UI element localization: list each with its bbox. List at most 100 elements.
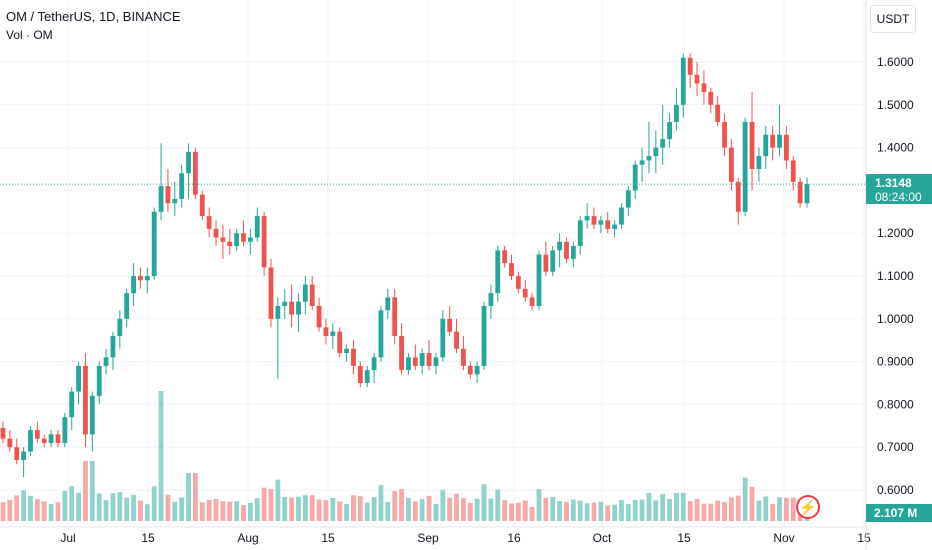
candle-body (687, 57, 693, 75)
candle-body (337, 331, 343, 354)
volume-bar (138, 500, 143, 521)
volume-bar (330, 498, 336, 521)
candle-body (62, 417, 68, 443)
volume-bar (653, 500, 659, 521)
volume-bar (522, 500, 528, 521)
volume-bar (62, 490, 68, 521)
candle-body (7, 438, 13, 448)
candle-body (330, 331, 336, 336)
volume-bar (247, 502, 253, 521)
volume-tag: 2.107 M (866, 504, 932, 522)
volume-bar (131, 494, 136, 521)
volume-bar (701, 503, 707, 521)
volume-bar (268, 489, 274, 521)
volume-bar (735, 495, 741, 521)
price-tick-label: 0.7000 (877, 440, 914, 454)
candle-body (302, 284, 308, 302)
volume-label[interactable]: Vol · OM (6, 28, 53, 42)
volume-bar (419, 499, 425, 521)
candle-body (481, 305, 487, 366)
candle-body (433, 357, 439, 366)
candle-body (316, 305, 322, 328)
volume-bar (41, 501, 47, 521)
candle-body (96, 365, 102, 396)
candle-body (76, 365, 81, 392)
time-tick-label: 15 (677, 531, 691, 545)
candle-body (509, 263, 514, 276)
candle-body (261, 216, 267, 268)
candle-body (426, 353, 432, 366)
volume-bar (729, 497, 734, 521)
volume-bar (179, 497, 185, 521)
candle-body (440, 318, 446, 358)
time-tick-label: Jul (60, 531, 75, 545)
volume-bar (646, 492, 652, 521)
volume-bar (241, 505, 246, 521)
volume-bar (591, 502, 597, 521)
candle-body (667, 121, 672, 140)
candle-body (577, 220, 583, 247)
candle-body (131, 276, 136, 294)
volume-bar (433, 504, 439, 521)
volume-bar (619, 500, 624, 521)
volume-bar (550, 496, 556, 521)
volume-bar (502, 500, 508, 521)
price-axis[interactable]: 1.60001.50001.40001.30001.20001.10001.00… (877, 55, 914, 497)
volume-bar (193, 473, 198, 521)
grid (0, 0, 866, 527)
candle-body (777, 134, 782, 148)
candle-body (151, 211, 157, 276)
price-tick-label: 1.6000 (877, 55, 914, 69)
volume-bar (254, 498, 260, 521)
volume-bar (467, 502, 473, 521)
volume-bar (529, 506, 535, 521)
candle-body (172, 198, 178, 204)
candle-body (715, 104, 721, 122)
candle-body (186, 151, 191, 174)
candle-body (83, 365, 88, 435)
candle-body (323, 327, 329, 336)
candle-body (584, 216, 590, 221)
candle-body (14, 447, 20, 461)
symbol-title[interactable]: OM / TetherUS, 1D, BINANCE (6, 9, 181, 24)
candle-body (89, 395, 95, 435)
volume-bar (570, 499, 576, 521)
volume-bar (509, 503, 514, 521)
candle-body (254, 216, 260, 238)
volume-bar (680, 493, 686, 521)
time-tick-label: Nov (773, 531, 794, 545)
time-axis[interactable]: Jul 15 Aug 15 Sep 16 Oct 15 Nov 15 (60, 531, 871, 545)
flash-icon[interactable]: ⚡ (796, 495, 820, 519)
volume-bar (790, 497, 796, 521)
candle-body (282, 301, 288, 306)
volume-bar (474, 498, 480, 521)
candle-body (612, 224, 617, 229)
time-tick-label: Aug (237, 531, 258, 545)
candle-body (296, 301, 301, 315)
volume-bar (48, 503, 54, 521)
candle-body (536, 254, 542, 306)
candle-body (598, 220, 604, 225)
time-tick-label: 16 (507, 531, 521, 545)
time-tick-label: Sep (417, 531, 439, 545)
candle-body (48, 434, 54, 443)
candle-body (55, 434, 61, 443)
volume-bar (378, 485, 384, 521)
currency-badge[interactable]: USDT (870, 5, 916, 33)
candle-body (392, 297, 398, 336)
candle-body (502, 250, 508, 264)
volume-bar (302, 495, 308, 521)
candle-body (564, 241, 569, 259)
volume-bar (715, 500, 721, 521)
candle-body (804, 184, 810, 204)
price-tick-label: 0.6000 (877, 483, 914, 497)
volume-bar (165, 494, 171, 521)
volume-bar (213, 499, 219, 521)
candle-body (625, 190, 631, 208)
candle-body (385, 297, 391, 311)
candles (0, 53, 810, 478)
candle-body (268, 267, 274, 319)
volume-bar (199, 502, 205, 521)
volume-bar (687, 501, 693, 521)
